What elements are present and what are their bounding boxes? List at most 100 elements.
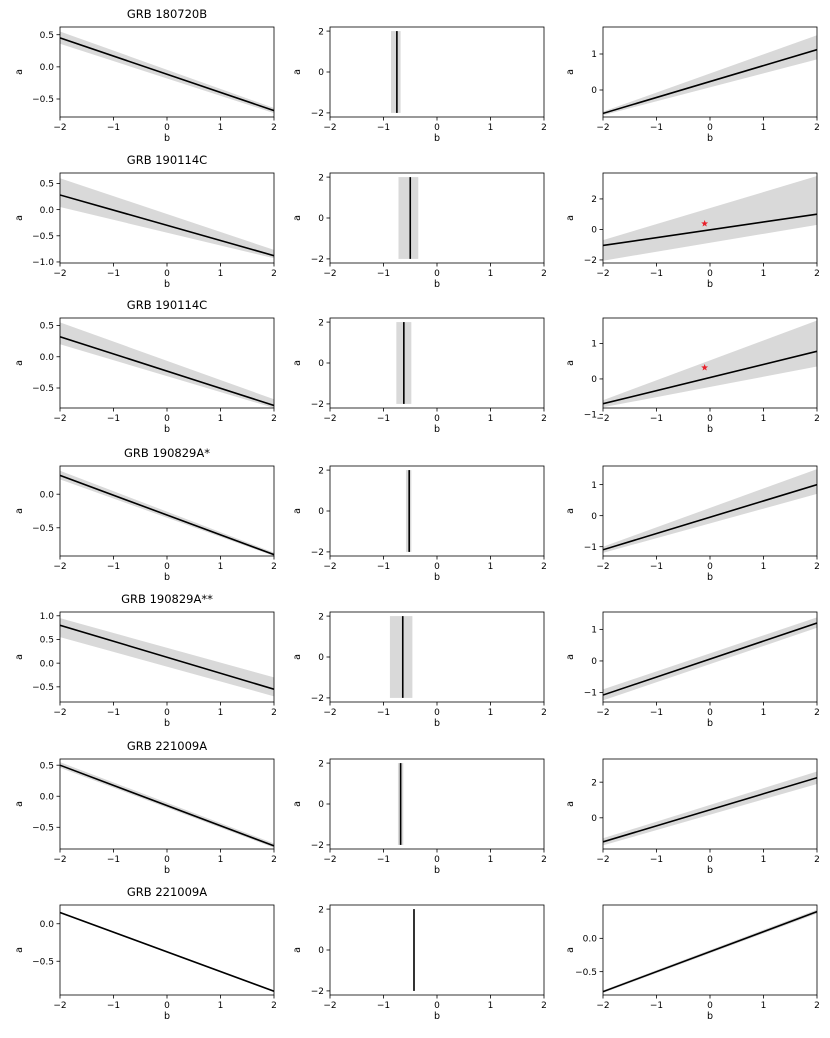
fit-line [60, 37, 274, 112]
x-tick-label: 0 [164, 269, 170, 279]
x-tick-label: −1 [650, 1001, 663, 1011]
fit-line [60, 764, 274, 847]
x-tick-label: 2 [541, 708, 547, 718]
x-tick-label: −2 [323, 269, 336, 279]
x-tick-label: 2 [814, 708, 820, 718]
panel-r5c2: −2 −1 0 1 2 2 0 −2 b a [292, 611, 547, 729]
y-tick-label: −0.5 [32, 384, 54, 394]
x-tick-label: −2 [323, 1001, 336, 1011]
panel-r1c1: −2 −1 0 1 2 0.5 0.0 −0.5 b a [14, 26, 277, 144]
x-tick-label: 2 [271, 269, 277, 279]
y-tick-label: 1 [591, 50, 597, 60]
x-tick-label: 2 [814, 1001, 820, 1011]
y-tick-label: 1 [591, 626, 597, 636]
panel-r3c3: −2 −1 0 1 210−1ba [565, 317, 820, 435]
x-tick-label: 2 [271, 414, 277, 424]
x-tick-label: 2 [541, 269, 547, 279]
x-tick-label: −2 [53, 414, 66, 424]
x-tick-label: 0 [707, 708, 713, 718]
x-tick-label: 1 [488, 562, 494, 572]
plot-area-r6c1 [60, 762, 274, 848]
x-tick-label: −1 [107, 1001, 120, 1011]
x-axis-label: b [434, 1011, 440, 1022]
x-tick-label: 0 [164, 855, 170, 865]
y-axis-label: a [565, 360, 576, 366]
y-tick-label: 2 [591, 195, 597, 205]
plot-area-r3c1 [60, 322, 274, 408]
x-tick-label: 2 [541, 562, 547, 572]
x-tick-label: −1 [650, 269, 663, 279]
fit-line [603, 350, 817, 405]
x-tick-label: −2 [53, 562, 66, 572]
y-tick-label: 0 [318, 800, 324, 810]
plot-area-r7c1 [60, 911, 274, 993]
y-axis-label: a [14, 215, 25, 221]
fit-line [603, 48, 817, 115]
y-axis-label: a [565, 69, 576, 75]
axes-frame [329, 317, 545, 409]
x-tick-label: −2 [323, 123, 336, 133]
x-tick-label: 0 [434, 269, 440, 279]
panel-r3c2: −2 −1 0 1 2 2 0 −2 b a [292, 317, 547, 435]
y-axis-label: a [292, 69, 303, 75]
x-tick-label: −1 [650, 708, 663, 718]
y-tick-label: 0 [591, 86, 597, 96]
confidence-band [603, 771, 817, 846]
x-tick-label: −2 [53, 708, 66, 718]
x-tick-label: −1 [377, 855, 390, 865]
x-tick-label: 1 [218, 1001, 224, 1011]
x-tick-label: 0 [434, 562, 440, 572]
x-tick-label: −2 [596, 708, 609, 718]
y-tick-label: −0.5 [32, 232, 54, 242]
x-axis-label: b [707, 424, 713, 435]
y-tick-label: −1 [584, 411, 597, 421]
y-axis-label: a [14, 801, 25, 807]
y-tick-label: −2 [311, 841, 324, 851]
fit-line [60, 194, 274, 257]
x-tick-label: 1 [218, 269, 224, 279]
y-tick-label: 0.5 [40, 322, 54, 332]
y-tick-label: 2 [318, 759, 324, 769]
x-tick-label: −2 [53, 123, 66, 133]
fit-line [603, 622, 817, 696]
x-tick-label: −2 [596, 269, 609, 279]
y-tick-label: 0.0 [40, 490, 55, 500]
y-tick-label: 0 [591, 226, 597, 236]
x-tick-label: 1 [761, 855, 767, 865]
y-tick-label: −0.5 [32, 95, 54, 105]
y-tick-label: 2 [318, 612, 324, 622]
y-tick-label: 0.5 [40, 31, 54, 41]
y-tick-label: 2 [318, 27, 324, 37]
y-axis-label: a [14, 947, 25, 953]
x-axis-label: b [164, 424, 170, 435]
x-tick-label: 2 [271, 1001, 277, 1011]
confidence-band [398, 177, 419, 259]
x-axis-label: b [164, 1011, 170, 1022]
x-axis-label: b [164, 718, 170, 729]
x-tick-label: 0 [434, 855, 440, 865]
x-tick-label: 0 [164, 414, 170, 424]
panel-r6c2: −2 −1 0 1 2 2 0 −2 b a [292, 758, 547, 876]
y-tick-label: −0.5 [32, 683, 54, 693]
x-axis-label: b [434, 572, 440, 583]
x-tick-label: 2 [814, 123, 820, 133]
x-tick-label: 0 [707, 414, 713, 424]
x-tick-label: 1 [488, 269, 494, 279]
y-tick-label: 2 [591, 778, 597, 788]
y-axis-label: a [292, 947, 303, 953]
confidence-band [603, 469, 817, 553]
confidence-band [389, 616, 413, 698]
x-tick-label: −1 [107, 123, 120, 133]
y-axis-label: a [565, 215, 576, 221]
x-tick-label: 0 [707, 123, 713, 133]
y-axis-label: a [565, 801, 576, 807]
panel-r5c3: −2 −1 0 1 2 1 0 −1 b a [565, 611, 820, 729]
fit-line [60, 624, 274, 690]
confidence-band [60, 322, 274, 408]
x-tick-label: 1 [218, 414, 224, 424]
x-tick-label: 2 [541, 123, 547, 133]
panel-r7c1: −2 −1 0 1 2 0.0 −0.5 b a [14, 904, 277, 1022]
plot-area-r6c2 [397, 763, 404, 845]
y-tick-label: 0 [318, 214, 324, 224]
